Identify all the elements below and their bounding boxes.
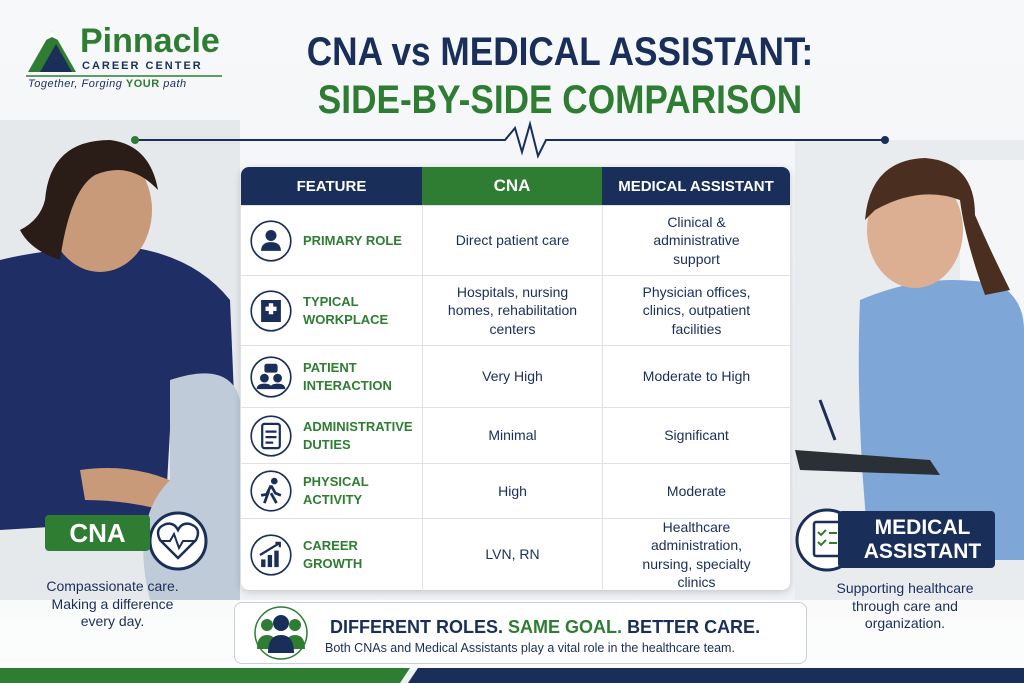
tagline-part: YOUR <box>125 78 160 90</box>
ma-cell: Clinical & administrative support <box>602 205 790 275</box>
tagline-part: Together, Forging <box>28 78 123 90</box>
ma-cell: Physician offices, clinics, outpatient f… <box>602 275 790 345</box>
feature-label: PRIMARY ROLE <box>303 232 402 248</box>
feature-icon <box>250 355 292 398</box>
feature-icon <box>250 289 292 332</box>
feature-cell: PHYSICAL ACTIVITY <box>241 463 422 518</box>
feature-label: ADMINISTRATIVE DUTIES <box>303 418 413 452</box>
ma-badge: MEDICAL ASSISTANT <box>838 511 995 568</box>
logo-name: Pinnacle <box>80 22 220 60</box>
ma-cell: Healthcare administration, nursing, spec… <box>602 518 790 590</box>
feature-icon <box>250 470 292 512</box>
heart-pulse <box>160 531 196 551</box>
divider-dot <box>131 136 139 144</box>
title-line-2: SIDE-BY-SIDE COMPARISON <box>317 78 803 122</box>
feature-cell: TYPICAL WORKPLACE <box>241 275 422 345</box>
heart-icon-circle <box>148 511 208 571</box>
column-header: FEATURE <box>241 167 422 205</box>
feature-label: PATIENT INTERACTION <box>303 359 392 393</box>
title-line-1: CNA vs MEDICAL ASSISTANT: <box>306 30 814 74</box>
column-header: MEDICAL ASSISTANT <box>602 167 790 205</box>
bottom-bar-navy <box>408 668 1024 683</box>
footer-text: Both CNAs and Medical Assistants play a … <box>325 641 735 655</box>
feature-cell: PATIENT INTERACTION <box>241 345 422 407</box>
column-header: CNA <box>422 167 602 205</box>
ma-cell: Moderate <box>602 463 790 518</box>
cna-cell: Direct patient care <box>422 205 602 275</box>
headline-part: BETTER CARE. <box>627 617 761 637</box>
bottom-bar-green <box>0 668 410 683</box>
feature-label: TYPICAL WORKPLACE <box>303 293 389 327</box>
feature-label: PHYSICAL ACTIVITY <box>303 474 369 507</box>
comparison-table: FEATURE CNA MEDICAL ASSISTANT PRIMARY ROLE D… <box>241 167 790 590</box>
headline-part: DIFFERENT ROLES. <box>330 617 504 637</box>
clipboard <box>795 450 940 475</box>
divider-dot <box>881 136 889 144</box>
feature-label: CAREER GROWTH <box>303 537 363 571</box>
clipboard-checks <box>817 529 837 547</box>
cna-cell: Minimal <box>422 407 602 463</box>
pen <box>818 399 837 441</box>
logo-peak <box>46 30 58 40</box>
footer-box: DIFFERENT ROLES. SAME GOAL. BETTER CARE.… <box>234 602 807 664</box>
ma-hair <box>865 158 1010 295</box>
person <box>261 619 273 631</box>
feature-cell: CAREER GROWTH <box>241 518 422 590</box>
person <box>289 619 301 631</box>
ma-caption: Supporting healthcare through care and o… <box>836 580 974 631</box>
logo-tagline: Together, Forging YOUR path <box>28 78 187 90</box>
cna-cell: Very High <box>422 345 602 407</box>
tagline-part: path <box>163 78 187 90</box>
team-icon <box>254 606 308 660</box>
cna-cell: LVN, RN <box>422 518 602 590</box>
logo-subtitle: CAREER CENTER <box>82 60 203 72</box>
feature-cell: ADMINISTRATIVE DUTIES <box>241 407 422 463</box>
cna-badge: CNA <box>45 515 150 551</box>
heartbeat-divider <box>135 120 885 159</box>
cna-caption: Compassionate care. Making a difference … <box>46 578 179 629</box>
person <box>273 615 289 631</box>
feature-icon <box>250 414 292 457</box>
headline-part: SAME GOAL. <box>508 617 623 637</box>
cna-hair <box>20 140 158 260</box>
logo-mountain-2 <box>40 44 72 72</box>
ma-cell: Significant <box>602 407 790 463</box>
cna-scrubs <box>0 245 235 530</box>
ma-scrubs <box>858 280 1024 560</box>
team-icon-ring <box>254 606 308 660</box>
feature-icon <box>250 533 292 576</box>
feature-cell: PRIMARY ROLE <box>241 205 422 275</box>
cna-cell: High <box>422 463 602 518</box>
feature-icon <box>250 219 292 262</box>
footer-headline: DIFFERENT ROLES. SAME GOAL. BETTER CARE. <box>330 617 760 638</box>
heart-icon <box>156 522 200 560</box>
person <box>268 635 294 653</box>
cna-cell: Hospitals, nursing homes, rehabilitation… <box>422 275 602 345</box>
ma-cell: Moderate to High <box>602 345 790 407</box>
